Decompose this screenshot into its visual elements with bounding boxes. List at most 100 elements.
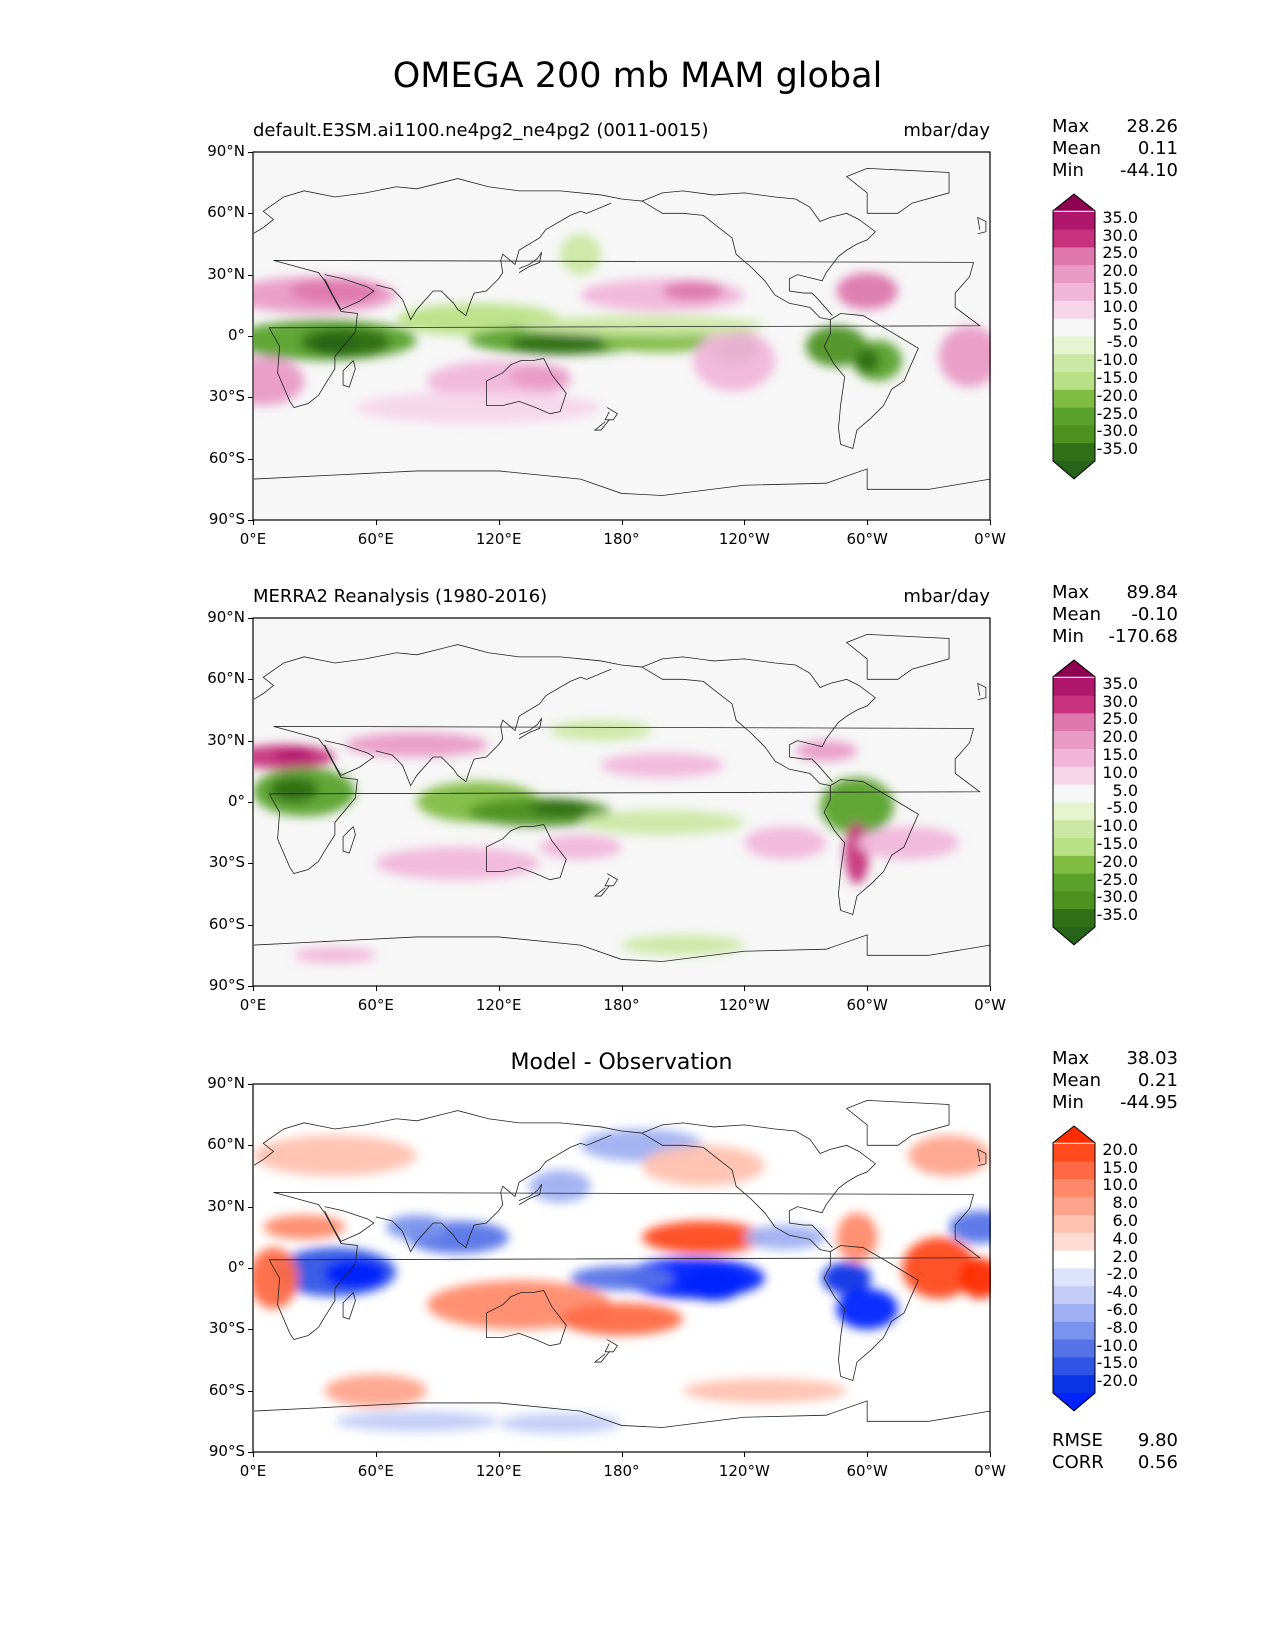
- map-model: [252, 151, 991, 521]
- coastline: [342, 826, 356, 854]
- coastline: [823, 313, 919, 449]
- contour-region: [601, 752, 724, 778]
- contour-region: [641, 1145, 765, 1187]
- colorbar: [1052, 193, 1096, 480]
- colorbar-extend-min: [1053, 1393, 1095, 1411]
- colorbar-segment: [1053, 784, 1095, 803]
- coastline: [977, 216, 987, 235]
- coastline: [593, 885, 610, 897]
- lon-tick: [253, 1452, 254, 1457]
- contour-region: [682, 1268, 745, 1301]
- lat-tick: [248, 986, 253, 987]
- colorbar-segment: [1053, 677, 1095, 697]
- colorbar-tick-label: -2.0: [1106, 1264, 1138, 1284]
- contour-region: [908, 1135, 990, 1176]
- contour-region: [273, 748, 315, 762]
- panel-units: mbar/day: [903, 120, 990, 141]
- contour-region: [744, 1225, 827, 1250]
- contour-region: [539, 834, 622, 860]
- lat-tick-label: 90°S: [208, 1442, 245, 1460]
- contour-region: [959, 1257, 991, 1299]
- contour-region: [836, 1288, 898, 1330]
- colorbar-segment: [1053, 318, 1095, 337]
- colorbar-segment: [1053, 372, 1095, 391]
- contour-region: [519, 315, 765, 336]
- coastline: [268, 259, 981, 409]
- colorbar-segment: [1053, 855, 1095, 875]
- coastline: [641, 656, 876, 782]
- colorbar-segment: [1053, 731, 1095, 750]
- colorbar-segment: [1053, 336, 1095, 355]
- colorbar-segment: [1053, 802, 1095, 821]
- contour-region: [641, 1220, 765, 1254]
- lat-tick: [248, 152, 253, 153]
- contour-region: [560, 1302, 683, 1336]
- lat-tick-label: 60°S: [208, 1380, 245, 1399]
- coastline: [641, 1132, 831, 1253]
- lon-tick: [253, 520, 254, 525]
- coastline: [254, 1110, 643, 1166]
- lon-tick: [990, 986, 991, 991]
- lon-tick-label: 120°W: [718, 530, 770, 548]
- contour-region: [854, 348, 880, 373]
- coastline: [485, 824, 567, 881]
- colorbar-segment: [1053, 1339, 1095, 1358]
- lat-tick-label: 0°: [227, 1258, 245, 1276]
- colorbar-tick-label: -10.0: [1096, 816, 1138, 836]
- coastline: [977, 682, 987, 701]
- colorbar-segment: [1053, 211, 1095, 231]
- contour-region: [375, 846, 540, 880]
- lat-tick: [248, 336, 253, 337]
- colorbar-tick-label: -35.0: [1096, 439, 1138, 459]
- coastline: [845, 633, 950, 680]
- coastline: [375, 668, 612, 787]
- coastline: [342, 1292, 356, 1320]
- colorbar-outline: [1052, 1125, 1096, 1412]
- colorbar-tick-label: 20.0: [1102, 1139, 1138, 1159]
- colorbar-tick-label: -25.0: [1096, 869, 1138, 889]
- lon-tick-label: 60°W: [846, 996, 888, 1014]
- lon-tick-label: 60°W: [846, 530, 888, 548]
- coastline: [604, 873, 618, 887]
- lat-tick: [248, 1084, 253, 1085]
- stat-label: Max: [1052, 582, 1090, 603]
- lon-tick: [498, 986, 500, 991]
- colorbar-tick-label: 10.0: [1102, 1175, 1138, 1195]
- colorbar-segment: [1053, 909, 1095, 928]
- lat-tick: [248, 274, 253, 276]
- lon-tick: [990, 1452, 991, 1457]
- contour-region: [549, 720, 653, 741]
- lat-tick: [248, 863, 253, 865]
- lon-tick-label: 60°E: [357, 1462, 394, 1480]
- lon-tick: [375, 986, 377, 991]
- contour-region: [324, 1259, 387, 1289]
- coastline: [375, 1134, 612, 1253]
- coastline: [518, 251, 543, 273]
- lat-tick: [248, 740, 253, 742]
- colorbar-segment: [1053, 1321, 1095, 1341]
- colorbar-tick-label: -15.0: [1096, 368, 1138, 387]
- colorbar-tick-label: 20.0: [1102, 261, 1138, 281]
- contour-region: [334, 1411, 499, 1432]
- lon-tick-label: 60°E: [357, 996, 394, 1014]
- lat-tick: [248, 520, 253, 521]
- panel-left-title: MERRA2 Reanalysis (1980-2016): [253, 586, 548, 607]
- coastline: [593, 419, 610, 431]
- coastline: [641, 200, 831, 321]
- contour-region: [844, 822, 870, 884]
- colorbar-outline: [1052, 193, 1096, 480]
- colorbar-segment: [1053, 283, 1095, 302]
- colorbar-extend-max: [1053, 194, 1095, 211]
- contour-region: [560, 233, 602, 275]
- contour-region: [570, 1265, 673, 1291]
- contour-region: [529, 1169, 591, 1203]
- coastline: [604, 1339, 618, 1353]
- contour-region: [949, 1210, 991, 1244]
- colorbar: [1052, 1125, 1096, 1412]
- lat-tick: [248, 618, 253, 619]
- colorbar-tick-label: 20.0: [1102, 727, 1138, 747]
- colorbar-segment: [1053, 247, 1095, 266]
- colorbar-segment: [1053, 1179, 1095, 1198]
- lat-tick: [248, 1145, 253, 1147]
- colorbar-tick-label: -8.0: [1106, 1317, 1138, 1337]
